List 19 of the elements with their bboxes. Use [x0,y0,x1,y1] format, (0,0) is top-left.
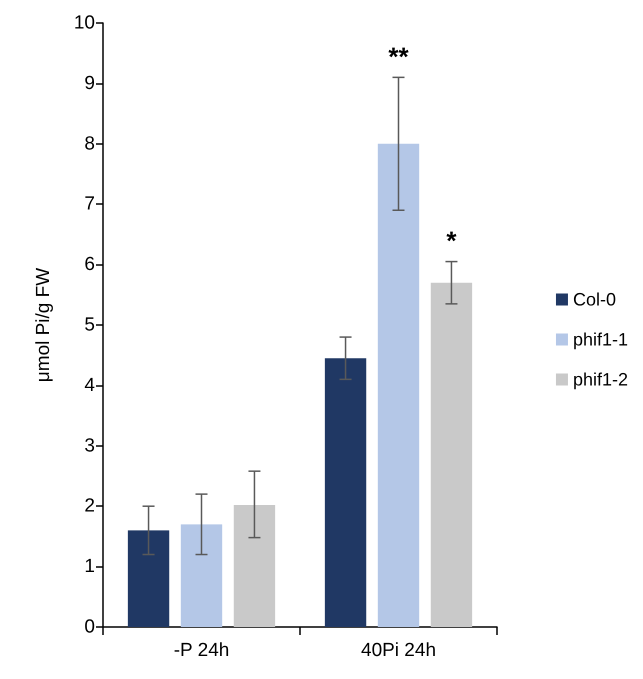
y-axis-title: μmol Pi/g FW [33,268,54,382]
x-tick-label: 40Pi 24h [360,640,436,661]
legend-label: phif1-2 [572,370,628,390]
y-tick-label: 3 [84,435,95,456]
y-tick-label: 7 [84,194,95,215]
y-tick-label: 2 [84,496,95,517]
y-tick-label: 4 [84,374,96,396]
annotation: ** [388,41,410,72]
legend-label: phif1-1 [572,330,628,350]
annotation: * [446,226,458,256]
legend-label: Col-0 [572,290,616,310]
y-tick-label: 1 [84,556,95,578]
y-tick-label: 0 [84,616,95,638]
y-tick-label: 9 [84,72,95,94]
y-tick-label: 10 [74,12,95,34]
y-tick-label: 6 [84,254,95,276]
x-tick-label: -P 24h [174,640,230,661]
y-tick-label: 8 [84,133,95,154]
y-tick-label: 5 [84,314,95,336]
